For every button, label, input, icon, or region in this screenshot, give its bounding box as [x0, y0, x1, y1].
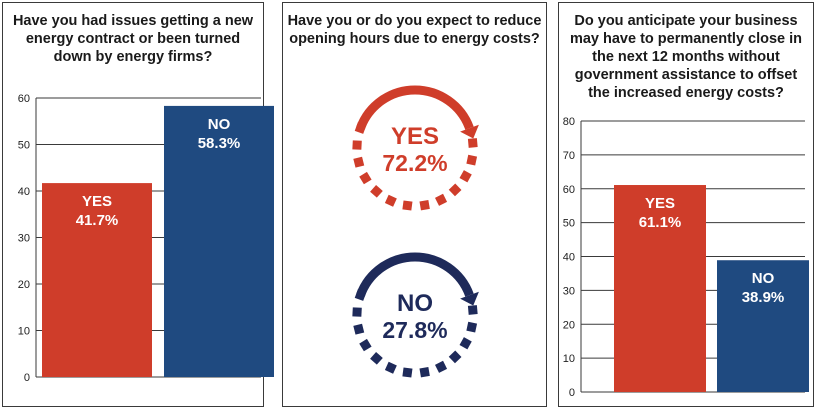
- y-tick-label: 0: [24, 372, 30, 384]
- ring-arrowhead: [460, 124, 479, 139]
- bar-value-label: 38.9%: [742, 289, 785, 306]
- ring-dash: [419, 367, 430, 378]
- y-tick-label: 10: [18, 326, 30, 338]
- ring-dash: [353, 156, 365, 168]
- y-tick-label: 60: [563, 184, 575, 196]
- ring-dash: [434, 193, 448, 206]
- y-tick-label: 80: [563, 116, 575, 128]
- bar-category-label: YES: [82, 193, 112, 210]
- bar-value-label: 61.1%: [639, 214, 682, 231]
- ring-value-label: 27.8%: [382, 317, 447, 343]
- chart-title: Have you had issues getting a new energy…: [12, 13, 254, 65]
- y-tick-label: 30: [18, 233, 30, 245]
- chart-panel-permanent-closure: Do you anticipate your business may have…: [558, 2, 814, 407]
- y-tick-label: 50: [563, 218, 575, 230]
- bar-category-label: NO: [208, 116, 231, 133]
- ring-dash: [467, 138, 478, 148]
- chart-panel-contract-issues: Have you had issues getting a new energy…: [2, 2, 274, 407]
- bar-no: [717, 260, 809, 392]
- y-tick-label: 30: [563, 285, 575, 297]
- bar-value-label: 41.7%: [76, 212, 119, 229]
- ring-dash: [402, 200, 413, 211]
- ring-dash: [353, 323, 365, 335]
- chart-title: Do you anticipate your business may have…: [569, 13, 803, 101]
- ring-dash: [448, 183, 462, 197]
- ring-dash: [354, 289, 367, 301]
- ring-category-label: YES: [391, 123, 439, 150]
- ring-arrowhead: [460, 291, 479, 306]
- bar-no: [164, 105, 274, 377]
- y-tick-label: 50: [18, 140, 30, 152]
- bar-chart-contract-issues: 0 10 20 30 40 50 60 YES 41.7% NO 58.3%: [18, 93, 274, 384]
- ring-arc: [356, 252, 474, 297]
- ring-dash: [448, 350, 462, 364]
- y-tick-label: 40: [18, 186, 30, 198]
- ring-dash: [370, 184, 383, 198]
- ring-dash: [466, 321, 478, 333]
- ring-value-label: 72.2%: [382, 150, 447, 176]
- ring-dash: [359, 338, 372, 352]
- y-tick-label: 70: [563, 150, 575, 162]
- chart-panel-opening-hours: Have you or do you expect to reduce open…: [282, 2, 547, 407]
- ring-dash: [384, 361, 397, 374]
- bar-category-label: NO: [752, 270, 775, 287]
- y-tick-label: 10: [563, 353, 575, 365]
- ring-dash: [419, 200, 430, 211]
- ring-dash: [359, 171, 372, 185]
- ring-dash: [370, 351, 383, 365]
- bar-value-label: 58.3%: [198, 135, 241, 152]
- ring-dash: [434, 360, 448, 373]
- y-tick-label: 20: [563, 319, 575, 331]
- ring-dash: [402, 367, 413, 378]
- bar-chart-permanent-closure: 0 10 20 30 40 50 60 70 80 YES 61.1% NO 38.9%: [563, 116, 809, 399]
- ring-dash: [467, 305, 478, 315]
- bar-yes: [42, 183, 152, 377]
- y-tick-label: 40: [563, 252, 575, 264]
- bar-category-label: YES: [645, 195, 675, 212]
- ring-dash: [459, 170, 472, 183]
- ring-category-label: NO: [397, 290, 433, 317]
- bar-yes: [614, 185, 706, 392]
- y-tick-label: 60: [18, 93, 30, 105]
- ring-arc: [356, 85, 474, 130]
- ring-dash: [459, 337, 472, 350]
- ring-dash: [384, 194, 397, 207]
- y-tick-label: 0: [569, 387, 575, 399]
- y-tick-label: 20: [18, 279, 30, 291]
- ring-dash: [354, 122, 367, 134]
- ring-dash: [466, 154, 478, 166]
- chart-title: Have you or do you expect to reduce open…: [287, 13, 542, 47]
